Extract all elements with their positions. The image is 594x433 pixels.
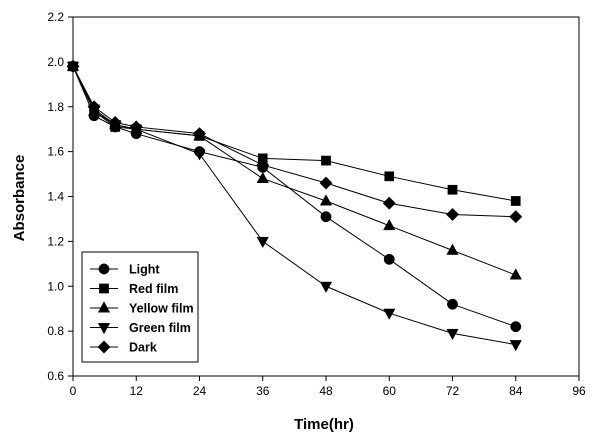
y-tick-label: 0.8 xyxy=(47,324,64,338)
legend-item: Light xyxy=(90,263,160,277)
y-tick-label: 1.4 xyxy=(47,190,64,204)
y-tick-label: 1.2 xyxy=(47,234,64,248)
legend-marker xyxy=(97,301,111,313)
series-layer xyxy=(66,59,523,352)
data-point xyxy=(447,184,458,195)
legend-label: Dark xyxy=(129,341,157,355)
y-tick-label: 1.6 xyxy=(47,145,64,159)
data-point xyxy=(192,127,207,141)
legend-marker xyxy=(97,323,111,335)
data-point xyxy=(383,253,395,265)
series-line xyxy=(72,66,516,276)
legend: Light Red film Yellow film Green film Dark xyxy=(81,251,199,363)
x-tick-label: 96 xyxy=(572,384,586,398)
data-point xyxy=(509,340,522,352)
data-point xyxy=(256,171,269,183)
x-tick-label: 84 xyxy=(509,384,523,398)
data-point xyxy=(509,268,522,280)
x-tick-label: 12 xyxy=(130,384,144,398)
x-tick-label: 60 xyxy=(383,384,397,398)
series-line xyxy=(72,66,516,328)
data-point xyxy=(319,194,333,206)
legend-label: Red film xyxy=(129,282,178,296)
x-tick-label: 24 xyxy=(193,384,207,398)
y-tick-label: 1.0 xyxy=(47,279,64,293)
y-tick-label: 2.0 xyxy=(47,55,64,69)
data-point xyxy=(256,236,269,249)
data-point xyxy=(129,120,143,134)
series-line xyxy=(72,66,516,346)
x-tick-label: 0 xyxy=(70,384,77,398)
data-point xyxy=(321,155,331,166)
data-point xyxy=(445,207,460,222)
legend-item: Yellow film xyxy=(90,301,194,316)
y-tick-label: 0.6 xyxy=(47,369,64,383)
series-line xyxy=(72,66,516,218)
data-point xyxy=(382,196,396,210)
series-line xyxy=(72,66,516,202)
legend-marker xyxy=(98,263,110,275)
legend-label: Green film xyxy=(129,321,191,335)
legend-label: Light xyxy=(129,263,160,277)
legend-marker xyxy=(97,340,111,354)
data-point xyxy=(510,321,522,333)
data-point xyxy=(509,210,523,224)
legend-marker xyxy=(99,283,109,294)
data-point xyxy=(66,59,80,73)
data-point xyxy=(256,158,270,172)
data-point xyxy=(320,211,332,223)
y-tick-label: 1.8 xyxy=(47,100,64,114)
data-point xyxy=(87,100,101,114)
x-tick-label: 72 xyxy=(446,384,460,398)
data-point xyxy=(384,171,395,182)
data-point xyxy=(446,328,459,341)
axis-ticks: 0 12 24 36 48 60 72 84 96 0.6 0.8 1.0 1.2 1.4 1.6 1.8 2.… xyxy=(47,10,586,398)
data-point xyxy=(383,308,396,320)
data-point xyxy=(383,218,396,231)
x-tick-label: 48 xyxy=(319,384,333,398)
data-point xyxy=(108,115,122,130)
x-axis-title: Time(hr) xyxy=(294,416,354,433)
legend-item: Green film xyxy=(90,321,191,335)
legend-item: Red film xyxy=(90,282,178,296)
y-tick-label: 2.2 xyxy=(47,10,64,24)
legend-label: Yellow film xyxy=(129,302,194,316)
legend-item: Dark xyxy=(90,340,157,355)
series-dark xyxy=(66,59,523,224)
data-point xyxy=(319,176,333,190)
data-point xyxy=(510,196,521,206)
data-point xyxy=(319,281,333,293)
y-axis-title: Absorbance xyxy=(11,155,28,242)
x-tick-label: 36 xyxy=(256,384,270,398)
data-point xyxy=(446,243,459,255)
data-point xyxy=(193,149,206,161)
data-point xyxy=(447,298,458,310)
series-yellow-film xyxy=(66,59,522,280)
